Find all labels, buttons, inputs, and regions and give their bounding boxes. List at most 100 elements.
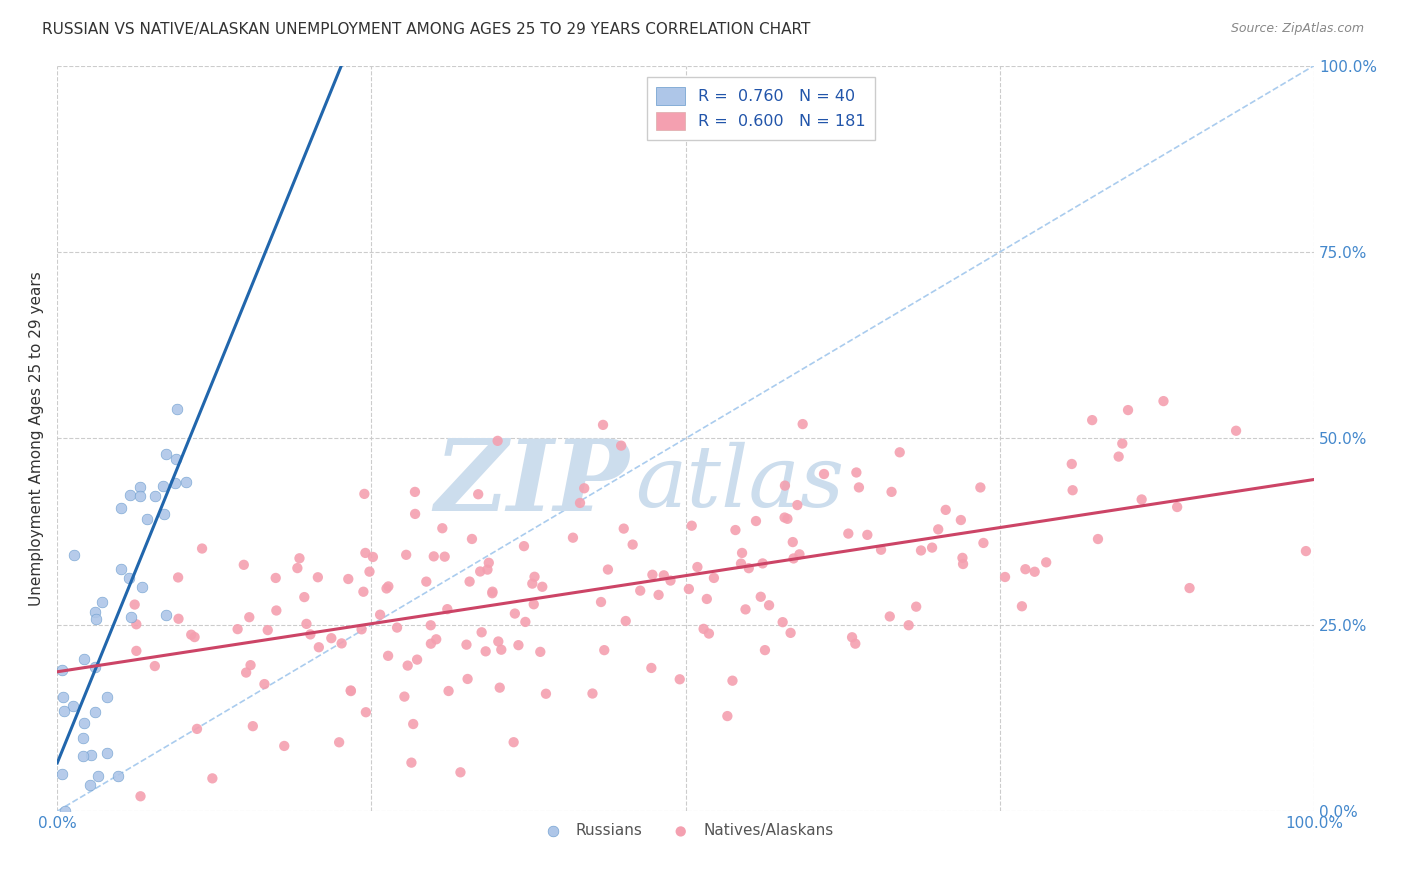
Point [640,661,662,675]
Point [681,518,703,533]
Point [340,684,363,698]
Point [782,551,804,566]
Point [299,627,322,641]
Point [62,699,84,714]
Point [696,591,718,606]
Point [131,580,153,594]
Point [377,648,399,663]
Point [186,722,208,736]
Point [143,659,166,673]
Point [339,683,361,698]
Point [235,665,257,680]
Point [813,467,835,481]
Point [395,548,418,562]
Point [72,731,94,745]
Point [107,769,129,783]
Point [53,804,76,818]
Point [488,681,510,695]
Point [80,748,103,763]
Point [994,570,1017,584]
Point [125,644,148,658]
Point [415,574,437,589]
Point [155,447,177,461]
Point [385,621,408,635]
Point [470,565,492,579]
Point [375,582,398,596]
Point [135,512,157,526]
Point [406,652,429,666]
Point [692,622,714,636]
Point [167,612,190,626]
Point [307,570,329,584]
Point [697,626,720,640]
Point [754,643,776,657]
Text: ZIP: ZIP [434,435,628,532]
Point [845,466,868,480]
Point [287,561,309,575]
Point [758,599,780,613]
Point [738,561,761,575]
Point [502,735,524,749]
Point [589,595,612,609]
Point [83,605,105,619]
Point [155,608,177,623]
Point [394,690,416,704]
Point [423,549,446,564]
Point [880,484,903,499]
Point [266,603,288,617]
Point [72,749,94,764]
Point [515,615,537,629]
Point [773,478,796,492]
Point [124,598,146,612]
Text: Source: ZipAtlas.com: Source: ZipAtlas.com [1230,22,1364,36]
Point [1060,457,1083,471]
Point [402,717,425,731]
Point [471,625,494,640]
Point [292,590,315,604]
Point [837,526,859,541]
Point [183,630,205,644]
Point [952,557,974,571]
Point [232,558,254,572]
Point [118,571,141,585]
Point [458,574,481,589]
Point [51,663,73,677]
Point [686,560,709,574]
Point [328,735,350,749]
Point [678,582,700,596]
Point [96,690,118,704]
Point [749,590,772,604]
Point [288,551,311,566]
Point [477,563,499,577]
Point [721,673,744,688]
Point [593,643,616,657]
Point [474,644,496,658]
Point [481,586,503,600]
Point [523,570,546,584]
Point [478,556,501,570]
Point [844,637,866,651]
Point [432,521,454,535]
Point [163,475,186,490]
Point [628,583,651,598]
Point [110,562,132,576]
Point [83,660,105,674]
Point [641,567,664,582]
Point [614,614,637,628]
Point [786,498,808,512]
Point [242,719,264,733]
Point [751,557,773,571]
Point [226,622,249,636]
Point [191,541,214,556]
Point [1087,532,1109,546]
Point [610,439,633,453]
Point [1225,424,1247,438]
Point [96,747,118,761]
Point [897,618,920,632]
Point [581,686,603,700]
Point [647,588,669,602]
Point [174,475,197,489]
Point [90,595,112,609]
Point [110,500,132,515]
Point [377,579,399,593]
